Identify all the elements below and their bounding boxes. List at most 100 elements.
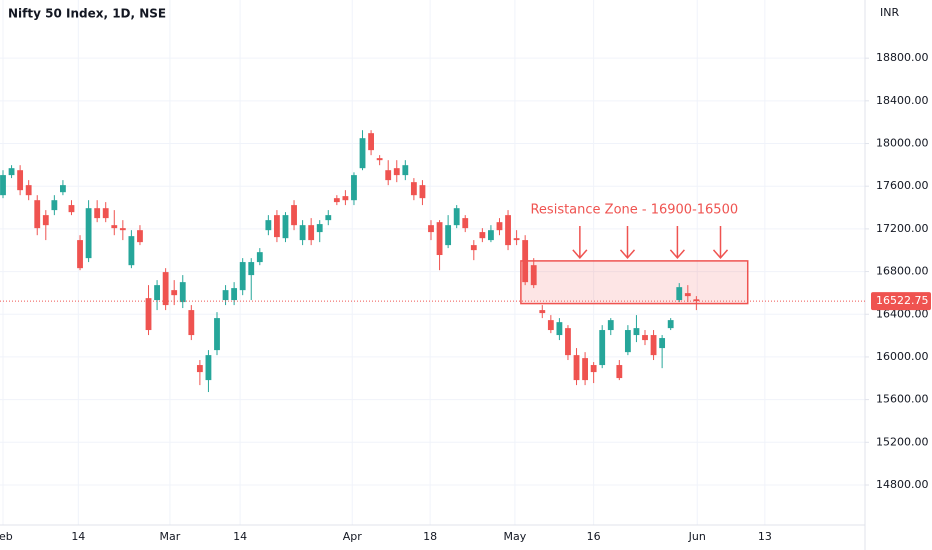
candle-body: [205, 355, 212, 381]
y-tick-label: 16000.00: [876, 350, 929, 363]
candle-body: [342, 196, 349, 201]
candle-body: [291, 205, 297, 226]
candle-body: [119, 228, 126, 231]
y-tick-label: 14800.00: [876, 478, 929, 491]
candle-body: [667, 320, 674, 329]
candle-body: [624, 330, 631, 353]
candle-body: [453, 208, 460, 226]
candle-body: [154, 285, 160, 301]
candle-body: [547, 320, 554, 331]
last-price-label: 16522.75: [876, 294, 929, 307]
arrow: [572, 226, 588, 260]
candle-body: [171, 290, 178, 296]
candle-body: [676, 287, 683, 301]
candle-body: [68, 205, 75, 213]
candle-body: [222, 290, 229, 301]
candle-body: [325, 215, 332, 221]
y-tick-label: 17600.00: [876, 179, 929, 192]
arrow: [619, 226, 636, 260]
candle-body: [393, 168, 400, 176]
y-tick-label: 16800.00: [876, 265, 929, 278]
candle-body: [565, 328, 571, 356]
candle-body: [60, 185, 66, 193]
candle-body: [42, 215, 49, 226]
candle-body: [214, 318, 220, 351]
candle-body: [128, 236, 135, 266]
candle-body: [582, 358, 588, 381]
y-tick-label: 15600.00: [876, 393, 929, 406]
candle-body: [359, 138, 366, 169]
candle-body: [470, 245, 477, 251]
x-tick-label: 16: [587, 530, 601, 543]
candle-body: [0, 175, 6, 196]
candle-body: [513, 238, 520, 241]
candle-body: [522, 240, 529, 283]
candle-body: [256, 252, 263, 263]
x-tick-label: 18: [423, 530, 437, 543]
candle-body: [77, 240, 83, 269]
candle-body: [308, 225, 315, 241]
x-tick-label: May: [504, 530, 527, 543]
y-tick-label: 16400.00: [876, 307, 929, 320]
candle-body: [642, 335, 648, 341]
candle-body: [539, 310, 546, 314]
x-tick-label: 14: [233, 530, 247, 543]
candle-body: [239, 262, 246, 291]
candle-body: [8, 168, 15, 176]
candle-body: [599, 330, 606, 366]
candle-body: [333, 198, 340, 203]
candle-body: [530, 265, 537, 286]
candle-body: [368, 133, 374, 151]
chart-title: Nifty 50 Index, 1D, NSE: [8, 7, 166, 21]
candle-body: [376, 158, 383, 161]
candle-body: [188, 310, 195, 336]
candle-body: [436, 222, 443, 256]
candle-body: [659, 338, 666, 349]
candle-body: [274, 215, 280, 238]
candle-body: [351, 175, 357, 201]
candle-body: [419, 185, 426, 199]
y-tick-label: 18000.00: [876, 137, 929, 150]
arrow: [669, 226, 685, 260]
candle-body: [34, 200, 41, 229]
candle-body: [316, 224, 323, 233]
candle-body: [137, 230, 143, 243]
x-tick-label: Jun: [688, 530, 706, 543]
x-tick-label: Mar: [160, 530, 181, 543]
candle-body: [607, 320, 614, 331]
candle-body: [231, 288, 238, 301]
candle-body: [445, 225, 452, 246]
candle-body: [616, 365, 623, 379]
x-tick-label: Apr: [343, 530, 363, 543]
y-tick-label: 17200.00: [876, 222, 929, 235]
candle-body: [265, 220, 272, 231]
candle-body: [496, 222, 503, 231]
candle-body: [693, 299, 700, 302]
candle-body: [488, 230, 494, 241]
candle-body: [385, 170, 392, 181]
candle-body: [633, 328, 640, 336]
candle-body: [479, 232, 486, 239]
candle-body: [282, 215, 289, 239]
arrow: [712, 226, 729, 260]
candle-body: [428, 225, 434, 233]
candle-body: [650, 335, 657, 356]
candle-body: [179, 282, 186, 303]
candle-body: [684, 293, 691, 297]
candle-body: [299, 225, 306, 241]
candle-body: [94, 208, 101, 219]
candle-body: [590, 365, 597, 373]
y-tick-label: 18400.00: [876, 94, 929, 107]
candle-body: [102, 208, 109, 219]
candle-body: [51, 200, 58, 211]
x-tick-label: Feb: [0, 530, 13, 543]
candle-body: [145, 298, 152, 331]
resistance-zone: [520, 260, 749, 305]
candle-body: [25, 185, 32, 196]
y-tick-label: 15200.00: [876, 435, 929, 448]
plot-area: [0, 130, 749, 393]
candle-body: [85, 208, 92, 259]
candle-body: [556, 322, 563, 336]
x-tick-label: 13: [758, 530, 772, 543]
